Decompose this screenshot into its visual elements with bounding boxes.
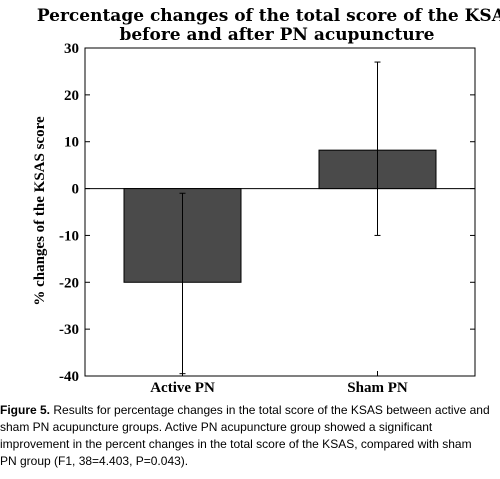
axes-frame <box>84 47 476 377</box>
x-tick-label: Active PN <box>150 380 215 396</box>
chart-title-line-2: before and after PN acupuncture <box>119 25 434 45</box>
y-tick-label: 30 <box>64 41 79 57</box>
x-tick-label: Sham PN <box>347 380 408 396</box>
chart-title-line-1: Percentage changes of the total score of… <box>37 6 500 26</box>
y-tick-label: 10 <box>64 135 79 151</box>
y-tick-label: -40 <box>59 369 79 385</box>
figure-caption: Figure 5. Results for percentage changes… <box>0 402 490 470</box>
y-tick-label: -10 <box>59 228 79 244</box>
caption-text: Results for percentage changes in the to… <box>0 403 490 468</box>
y-tick-label: 0 <box>72 182 80 198</box>
bar-chart: Percentage changes of the total score of… <box>32 6 500 396</box>
plot-area: 30 20 10 0 -10 -20 -30 -40 Active PN Sham PN <box>59 41 476 396</box>
y-tick-label: -30 <box>59 322 79 338</box>
caption-label: Figure 5. <box>0 403 51 417</box>
y-axis-label: % changes of the KSAS score <box>32 116 48 306</box>
y-tick-label: 20 <box>64 88 79 104</box>
y-tick-label: -20 <box>59 275 79 291</box>
